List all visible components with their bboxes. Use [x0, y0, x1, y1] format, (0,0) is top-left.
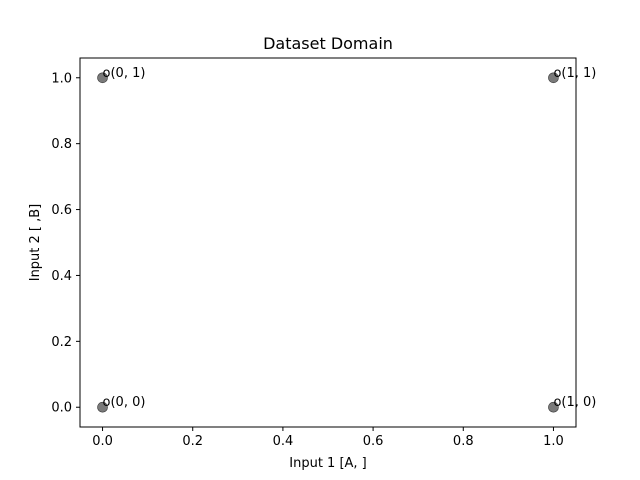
x-tick-label: 0.2 — [182, 434, 203, 449]
x-tick-label: 1.0 — [543, 434, 564, 449]
y-tick-label: 1.0 — [51, 71, 72, 86]
data-point — [97, 401, 108, 413]
data-point-label: o(1, 0) — [553, 395, 596, 410]
y-tick-label: 0.2 — [51, 335, 72, 350]
x-axis-label: Input 1 [A, ] — [289, 456, 367, 471]
y-axis-label: Input 2 [ ,B] — [28, 204, 43, 282]
y-tick-label: 0.8 — [51, 137, 72, 152]
plot-area-frame — [79, 57, 577, 428]
x-tick-label: 0.4 — [273, 434, 294, 449]
data-point-label: o(0, 1) — [103, 66, 146, 81]
y-axis-ticks: 0.0 0.2 0.4 0.6 0.8 1.0 — [51, 71, 80, 416]
x-tick-label: 0.6 — [363, 434, 384, 449]
data-point-label: o(1, 1) — [553, 66, 596, 81]
chart-title: Dataset Domain — [263, 34, 393, 53]
data-point — [97, 72, 108, 84]
data-point-label: o(0, 0) — [103, 395, 146, 410]
y-tick-label: 0.6 — [51, 203, 72, 218]
x-tick-label: 0.8 — [453, 434, 474, 449]
x-axis-ticks: 0.0 0.2 0.4 0.6 0.8 1.0 — [92, 427, 564, 449]
x-tick-label: 0.0 — [92, 434, 113, 449]
data-point — [548, 401, 559, 413]
y-tick-label: 0.4 — [51, 269, 72, 284]
data-point — [548, 72, 559, 84]
y-tick-label: 0.0 — [51, 401, 72, 416]
data-points: o(0, 0) o(0, 1) o(1, 0) o(1, 1) — [97, 66, 596, 413]
